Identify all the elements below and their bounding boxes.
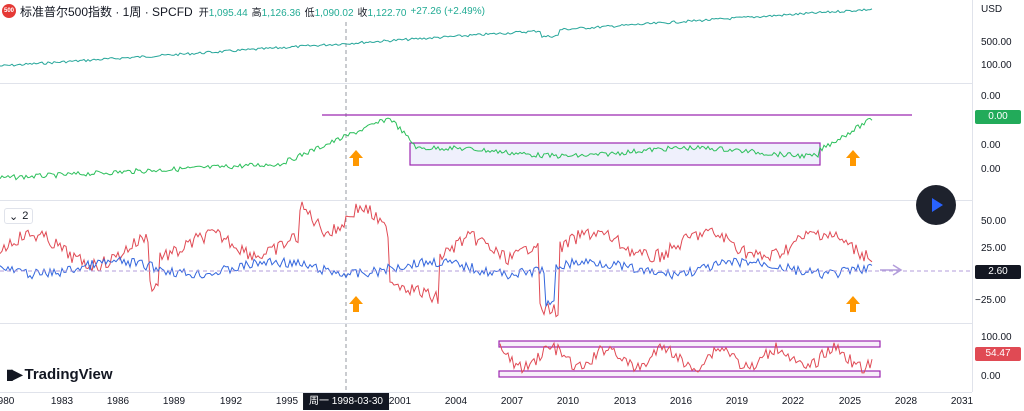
pane4-value-tag: 54.47 [975,347,1021,361]
logo-text: TradingView [24,366,113,383]
symbol-title[interactable]: 标准普尔500指数 · 1周 · SPCFD [20,4,193,19]
replay-play-button[interactable] [916,185,956,225]
pane-separator[interactable] [0,200,1024,201]
price-label: 500.00 [981,37,1012,48]
tradingview-logo-icon: ▮▶ [6,366,23,382]
upper-band-rectangle [498,340,881,348]
time-axis-label: 2031 [950,396,974,407]
price-label: 0.00 [981,371,1001,382]
price-series-line [0,8,873,67]
time-axis-label: 1986 [106,396,130,407]
up-arrow-icon [349,150,363,166]
blue-series-line [0,256,873,307]
oscillator-series-line [499,341,873,374]
price-label: 100.00 [981,60,1012,71]
time-axis-label: 2019 [725,396,749,407]
up-arrow-icon [349,296,363,312]
time-axis-label: 1992 [219,396,243,407]
up-arrow-icon [846,296,860,312]
time-axis-label: 2025 [838,396,862,407]
time-axis-label: 1989 [162,396,186,407]
pane-separator[interactable] [0,83,1024,84]
red-series-line [0,201,873,318]
time-axis-label: 2016 [669,396,693,407]
ohlc-change: +27.26 (+2.49%) [410,5,485,17]
time-axis-label: 2007 [500,396,524,407]
price-label: 0.00 [981,164,1001,175]
ohlc-low: 低1,090.02 [304,7,354,19]
ratio-series-line [0,117,873,181]
time-axis-label: 2013 [613,396,637,407]
symbol-badge[interactable]: 500 [2,4,16,18]
time-axis-label: 1995 [275,396,299,407]
time-cursor-label: 周一 1998-03-30 [303,393,389,410]
price-label: −25.00 [975,295,1006,306]
arrow-right-icon [880,264,903,276]
price-label: 50.00 [981,216,1007,227]
time-axis-label: 2001 [388,396,412,407]
ohlc-high: 高1,126.36 [251,7,301,19]
price-label: 25.00 [981,243,1007,254]
price-label: 0.00 [981,140,1001,151]
tradingview-logo[interactable]: ▮▶ TradingView [6,366,113,383]
play-icon [932,198,943,212]
indicator-count: 2 [22,210,29,222]
ohlc-close: 收1,122.70 [357,7,407,19]
lower-band-rectangle [498,370,881,378]
pane2-value-tag: 0.00 [975,110,1021,124]
pane3-value-tag: 2.60 [975,265,1021,279]
time-axis-label: 1983 [50,396,74,407]
currency-label[interactable]: USD [981,4,1003,15]
pane-separator[interactable] [0,323,1024,324]
time-axis-label: 2010 [556,396,580,407]
price-scale[interactable]: USD 500.00 100.00 0.00 0.00 0.00 0.00 50… [972,0,1024,392]
time-axis-label: 2022 [781,396,805,407]
time-axis-label: 980 [0,396,15,407]
price-label: 0.00 [981,91,1001,102]
time-axis-label: 2004 [444,396,468,407]
ohlc-open: 开1,095.44 [198,7,248,19]
time-axis-label: 2028 [894,396,918,407]
time-axis[interactable]: 980 1983 1986 1989 1992 1995 2001 2004 2007 2010 2… [0,392,974,411]
up-arrow-icon [846,150,860,166]
chevron-down-icon[interactable]: ⌄ [9,210,19,223]
indicator-legend[interactable]: ⌄ 2 [4,208,34,224]
chart-canvas[interactable] [0,0,972,392]
symbol-header: 500 标准普尔500指数 · 1周 · SPCFD 开1,095.44 高1,… [2,2,489,20]
price-label: 100.00 [981,332,1012,343]
chart-area[interactable] [0,0,972,392]
